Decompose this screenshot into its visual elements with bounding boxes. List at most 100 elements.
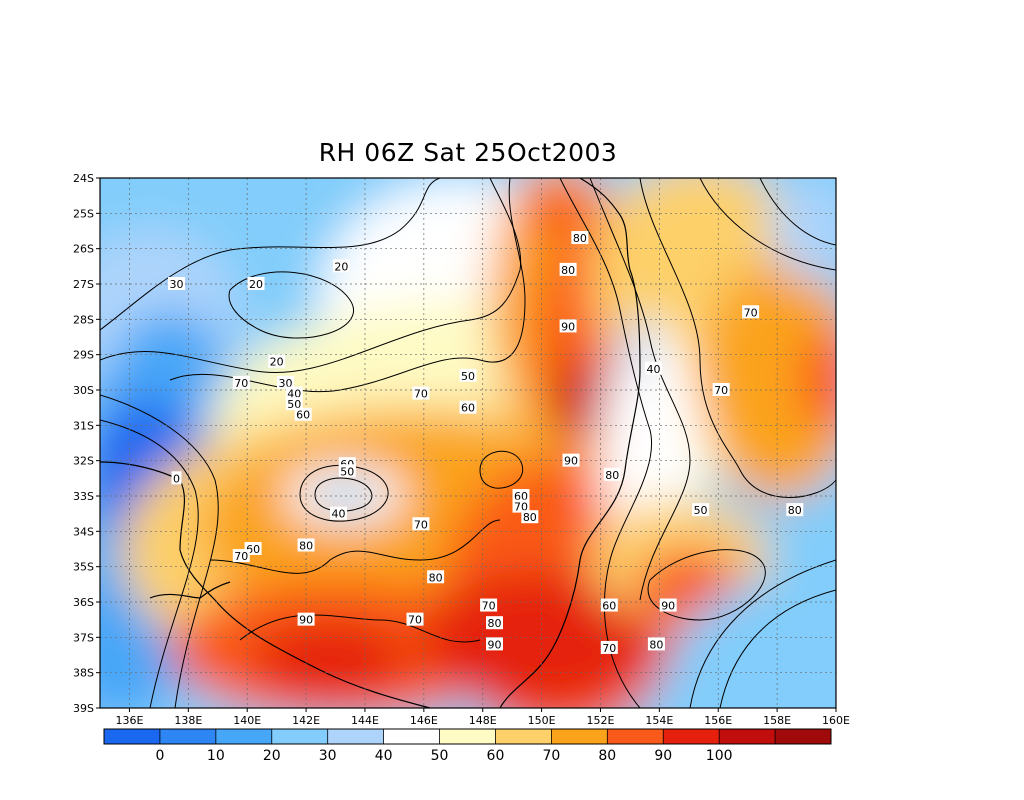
contour-label: 90: [297, 612, 315, 627]
lon-tick-label: 150E: [528, 714, 556, 727]
contour-label: 30: [168, 277, 186, 291]
colorbar-label: 70: [542, 748, 560, 764]
lat-tick-label: 35S: [73, 561, 94, 574]
contour-label-text: 40: [331, 508, 345, 521]
contour-label-bg: [285, 386, 303, 400]
contour-label: 70: [742, 305, 760, 319]
contour-label-bg: [521, 510, 539, 524]
contour-label-text: 60: [461, 402, 475, 415]
contour-label: 80: [297, 538, 315, 552]
contour-label-text: 60: [296, 409, 310, 422]
contour-label-text: 90: [561, 320, 575, 333]
contour-label: 90: [559, 319, 577, 333]
contour-label: 20: [268, 354, 286, 369]
contour-label-text: 90: [564, 455, 578, 468]
contour-label: 90: [562, 453, 580, 468]
contour-label: 50: [338, 464, 356, 478]
contour-label: 70: [412, 517, 430, 531]
contour-label: 70: [600, 640, 618, 655]
contour-label-bg: [647, 637, 665, 651]
contour-label-bg: [412, 386, 430, 400]
contour-label-text: 70: [714, 384, 728, 397]
lat-tick-label: 31S: [73, 419, 94, 432]
contour-label-bg: [512, 499, 530, 513]
contour-label-bg: [786, 503, 804, 517]
contour-label-bg: [294, 407, 312, 421]
contour-label: 80: [603, 467, 621, 482]
contour-label-bg: [559, 262, 577, 276]
contour-label-bg: [485, 637, 503, 651]
contour-label-bg: [247, 277, 265, 290]
contour-label: 80: [485, 616, 503, 630]
contour-label-bg: [459, 400, 477, 414]
colorbar-swatch: [215, 729, 273, 744]
contour-label: 70: [712, 383, 730, 397]
lon-tick-label: 138E: [174, 714, 202, 727]
contour-label-text: 30: [170, 278, 184, 291]
contour-label-text: 70: [602, 642, 616, 655]
lat-tick-label: 29S: [73, 349, 94, 362]
contour-label-text: 50: [340, 465, 354, 478]
colorbar-label: 80: [598, 748, 616, 764]
colorbar-label: 10: [207, 748, 225, 764]
lat-tick-label: 27S: [73, 278, 94, 291]
contour-label: 50: [459, 368, 477, 383]
contour-label: 70: [480, 598, 498, 613]
contour-label-text: 80: [523, 511, 537, 524]
colorbar-label: 20: [263, 748, 281, 764]
contour-label-text: 40: [646, 363, 660, 376]
contour-label-text: 70: [744, 306, 758, 319]
colorbar-label: 0: [155, 748, 164, 764]
contour-label-bg: [171, 471, 182, 485]
contour-label-text: 80: [429, 571, 443, 584]
contour-label-text: 80: [788, 504, 802, 517]
contour-label-text: 70: [234, 550, 248, 563]
map-frame: [99, 177, 837, 709]
colorbar-label: 40: [375, 748, 393, 764]
contour-label-bg: [571, 231, 589, 245]
lon-tick-label: 152E: [587, 714, 615, 727]
contour-label-bg: [485, 616, 503, 630]
contour-label-text: 0: [173, 472, 180, 485]
contour-label-bg: [603, 467, 621, 481]
contour-label-bg: [692, 503, 710, 517]
contour-label-text: 50: [694, 504, 708, 517]
colorbar-swatch: [327, 729, 385, 744]
contour-label-bg: [459, 368, 477, 382]
contour-label: 60: [600, 598, 618, 613]
colorbar-frame: [103, 728, 832, 745]
contour-label-bg: [412, 517, 430, 531]
colorbar-label: 50: [431, 748, 449, 764]
contour-label-bg: [512, 489, 530, 502]
lat-tick-label: 36S: [73, 596, 94, 609]
colorbar-swatch: [439, 729, 496, 744]
contour-label-bg: [559, 319, 577, 333]
contour-label: 60: [294, 407, 312, 422]
contour-label-bg: [480, 598, 498, 612]
lat-tick-label: 24S: [73, 172, 94, 185]
contour-label-text: 90: [487, 638, 501, 651]
colorbar-swatch: [104, 729, 161, 744]
contour-label: 20: [332, 259, 350, 273]
contour-label: 90: [485, 637, 503, 651]
lat-tick-label: 34S: [73, 525, 94, 538]
contour-label-bg: [332, 259, 350, 273]
contour-label-bg: [427, 570, 445, 584]
contour-label-bg: [712, 383, 730, 396]
lon-tick-label: 142E: [292, 714, 320, 727]
contour-label-bg: [168, 277, 186, 290]
lat-tick-label: 38S: [73, 667, 94, 680]
colorbar-swatch: [383, 729, 441, 744]
contour-label: 70: [412, 386, 430, 401]
colorbar-label: 30: [319, 748, 337, 764]
colorbar-swatch: [271, 729, 329, 744]
contour-label-bg: [338, 464, 356, 478]
contour-label: 80: [571, 231, 589, 245]
contour-label: 70: [512, 499, 530, 514]
contour-label-text: 20: [270, 356, 284, 369]
contour-label-bg: [329, 506, 347, 520]
contour-label: 40: [644, 361, 662, 376]
contour-label-text: 70: [482, 600, 496, 613]
contour-label: 70: [406, 612, 424, 627]
